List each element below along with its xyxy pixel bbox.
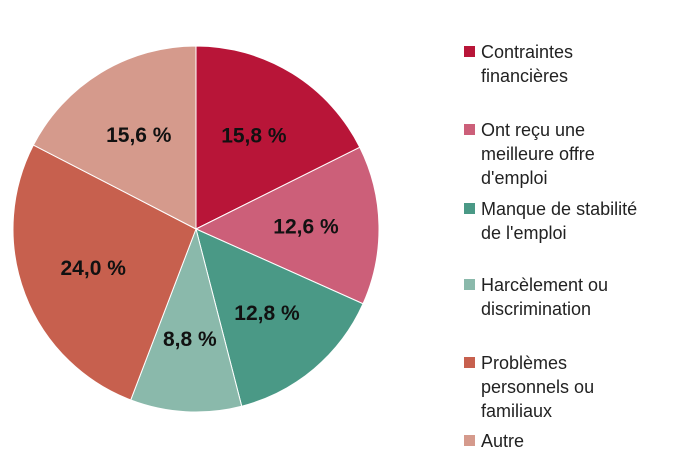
legend-swatch	[464, 124, 475, 135]
legend-label-line: d'emploi	[481, 168, 548, 188]
pie-slice-contraintes-financieres	[195, 45, 361, 230]
legend-label: Contraintes financières	[481, 40, 573, 88]
legend-label-line: personnels ou	[481, 377, 595, 397]
legend-item-manque-stabilite: Manque de stabilité de l'emploi	[464, 197, 669, 245]
pie-label-contraintes-financieres: 15,8 %	[221, 125, 287, 148]
legend-label: Ont reçu une meilleure offre d'emploi	[481, 118, 595, 190]
legend-label-line: Autre	[481, 431, 525, 451]
pie-label-manque-de-stabilite-de-l-emploi: 12,8 %	[234, 302, 300, 325]
legend-label-line: financières	[481, 66, 569, 86]
legend-label: Autre	[481, 429, 524, 453]
legend: Contraintes financières Ont reçu une mei…	[464, 0, 669, 459]
pie-chart: 15,8 % 12,6 % 12,8 % 8,8 % 24,0 % 15,6 %	[12, 45, 380, 413]
legend-swatch	[464, 203, 475, 214]
legend-swatch	[464, 435, 475, 446]
legend-label-line: Contraintes	[481, 42, 574, 62]
legend-swatch	[464, 279, 475, 290]
legend-label-line: Problèmes	[481, 353, 568, 373]
legend-label: Manque de stabilité de l'emploi	[481, 197, 637, 245]
pie-label-harcelement-ou-discrimination: 8,8 %	[163, 328, 217, 351]
pie-label-problemes-personnels-ou-familiaux: 24,0 %	[61, 257, 127, 280]
legend-label: Harcèlement ou discrimination	[481, 273, 608, 321]
legend-label-line: discrimination	[481, 299, 592, 319]
legend-label-line: Manque de stabilité	[481, 199, 638, 219]
pie-slice-ont-recu-une-meilleure-offre-d-emploi	[194, 146, 380, 305]
legend-item-meilleure-offre: Ont reçu une meilleure offre d'emploi	[464, 118, 669, 190]
legend-item-contraintes-financieres: Contraintes financières	[464, 40, 669, 88]
pie-label-autre: 15,6 %	[106, 124, 172, 147]
legend-label-line: Harcèlement ou	[481, 275, 609, 295]
legend-label-line: Ont reçu une	[481, 120, 586, 140]
legend-label-line: meilleure offre	[481, 144, 595, 164]
legend-item-autre: Autre	[464, 429, 669, 453]
legend-label-line: familiaux	[481, 401, 553, 421]
pie-label-ont-recu-une-meilleure-offre-d-emploi: 12,6 %	[273, 216, 339, 239]
pie-slice-harcelement-ou-discrimination	[130, 227, 243, 413]
legend-item-harcelement: Harcèlement ou discrimination	[464, 273, 669, 321]
legend-label: Problèmes personnels ou familiaux	[481, 351, 594, 423]
pie-slice-manque-de-stabilite-de-l-emploi	[195, 228, 364, 407]
legend-swatch	[464, 357, 475, 368]
legend-label-line: de l'emploi	[481, 223, 567, 243]
pie-slice-autre	[32, 45, 197, 230]
pie-slice-problemes-personnels-ou-familiaux	[12, 144, 197, 401]
legend-swatch	[464, 46, 475, 57]
legend-item-problemes-personnels: Problèmes personnels ou familiaux	[464, 351, 669, 423]
